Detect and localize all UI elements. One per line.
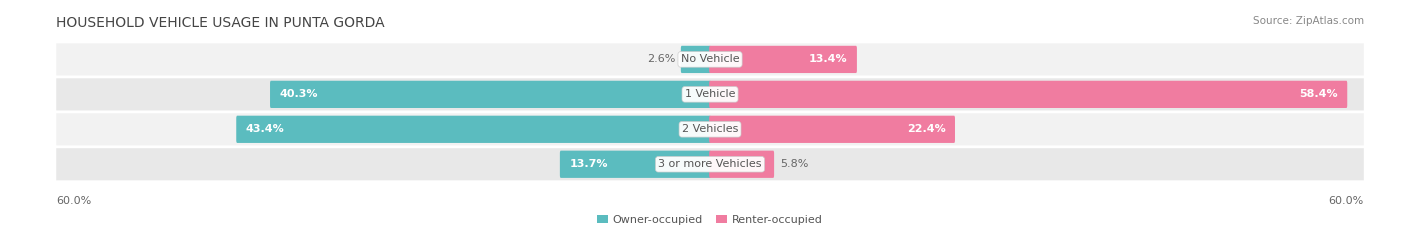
Text: 5.8%: 5.8% (780, 159, 808, 169)
FancyBboxPatch shape (709, 46, 856, 73)
Text: 60.0%: 60.0% (56, 196, 91, 206)
Text: 13.4%: 13.4% (808, 55, 848, 64)
FancyBboxPatch shape (56, 78, 1364, 110)
FancyBboxPatch shape (709, 116, 955, 143)
FancyBboxPatch shape (236, 116, 711, 143)
Text: HOUSEHOLD VEHICLE USAGE IN PUNTA GORDA: HOUSEHOLD VEHICLE USAGE IN PUNTA GORDA (56, 16, 385, 30)
FancyBboxPatch shape (56, 113, 1364, 145)
FancyBboxPatch shape (56, 148, 1364, 180)
FancyBboxPatch shape (56, 43, 1364, 75)
FancyBboxPatch shape (709, 151, 775, 178)
Text: 22.4%: 22.4% (907, 124, 945, 134)
FancyBboxPatch shape (709, 81, 1347, 108)
Text: 3 or more Vehicles: 3 or more Vehicles (658, 159, 762, 169)
FancyBboxPatch shape (560, 151, 711, 178)
Text: 40.3%: 40.3% (280, 89, 318, 99)
FancyBboxPatch shape (270, 81, 711, 108)
Text: 13.7%: 13.7% (569, 159, 607, 169)
FancyBboxPatch shape (681, 46, 711, 73)
Text: No Vehicle: No Vehicle (681, 55, 740, 64)
Text: Source: ZipAtlas.com: Source: ZipAtlas.com (1253, 16, 1364, 26)
Text: 2 Vehicles: 2 Vehicles (682, 124, 738, 134)
Text: 43.4%: 43.4% (246, 124, 284, 134)
Legend: Owner-occupied, Renter-occupied: Owner-occupied, Renter-occupied (593, 210, 827, 229)
Text: 2.6%: 2.6% (647, 55, 675, 64)
Text: 58.4%: 58.4% (1299, 89, 1337, 99)
Text: 60.0%: 60.0% (1329, 196, 1364, 206)
Text: 1 Vehicle: 1 Vehicle (685, 89, 735, 99)
